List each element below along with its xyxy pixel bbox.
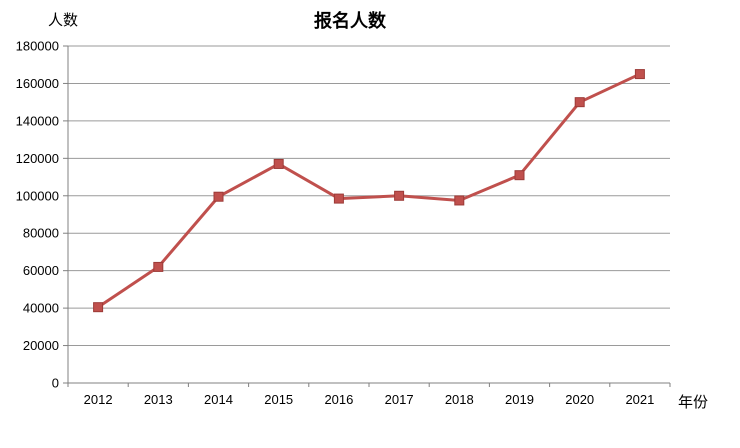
chart-title: 报名人数 bbox=[314, 11, 386, 31]
y-axis-tick-label: 0 bbox=[52, 376, 59, 391]
data-point-marker bbox=[394, 190, 405, 201]
data-point-marker bbox=[213, 191, 224, 202]
y-axis-tick-label: 120000 bbox=[16, 151, 59, 166]
x-axis-tick-label: 2016 bbox=[324, 392, 353, 407]
y-axis-tick-label: 180000 bbox=[16, 39, 59, 54]
y-axis-tick-label: 160000 bbox=[16, 76, 59, 91]
data-point-marker bbox=[514, 170, 525, 181]
data-point-marker bbox=[153, 261, 164, 272]
x-axis-tick-label: 2012 bbox=[84, 392, 113, 407]
x-axis-title: 年份 bbox=[678, 394, 709, 411]
x-axis-tick-label: 2014 bbox=[204, 392, 233, 407]
x-axis-tick-label: 2015 bbox=[264, 392, 293, 407]
y-axis-tick-label: 100000 bbox=[16, 188, 59, 203]
y-axis-tick-label: 60000 bbox=[23, 263, 59, 278]
y-axis-tick-label: 140000 bbox=[16, 113, 59, 128]
y-axis-tick-label: 40000 bbox=[23, 301, 59, 316]
series-line bbox=[97, 72, 641, 309]
x-axis-tick-label: 2013 bbox=[144, 392, 173, 407]
x-axis-tick-label: 2020 bbox=[565, 392, 594, 407]
data-point-marker bbox=[93, 302, 104, 313]
y-axis-title: 人数 bbox=[48, 12, 79, 29]
data-point-marker bbox=[273, 158, 284, 169]
x-axis-tick-label: 2018 bbox=[445, 392, 474, 407]
data-point-marker bbox=[634, 69, 645, 80]
y-axis-tick-label: 80000 bbox=[23, 226, 59, 241]
x-axis-tick-label: 2019 bbox=[505, 392, 534, 407]
y-axis-tick-label: 20000 bbox=[23, 338, 59, 353]
x-axis-tick-label: 2021 bbox=[625, 392, 654, 407]
data-point-marker bbox=[574, 97, 585, 108]
x-axis-tick-label: 2017 bbox=[385, 392, 414, 407]
data-point-marker bbox=[454, 195, 465, 206]
data-point-marker bbox=[333, 193, 344, 204]
